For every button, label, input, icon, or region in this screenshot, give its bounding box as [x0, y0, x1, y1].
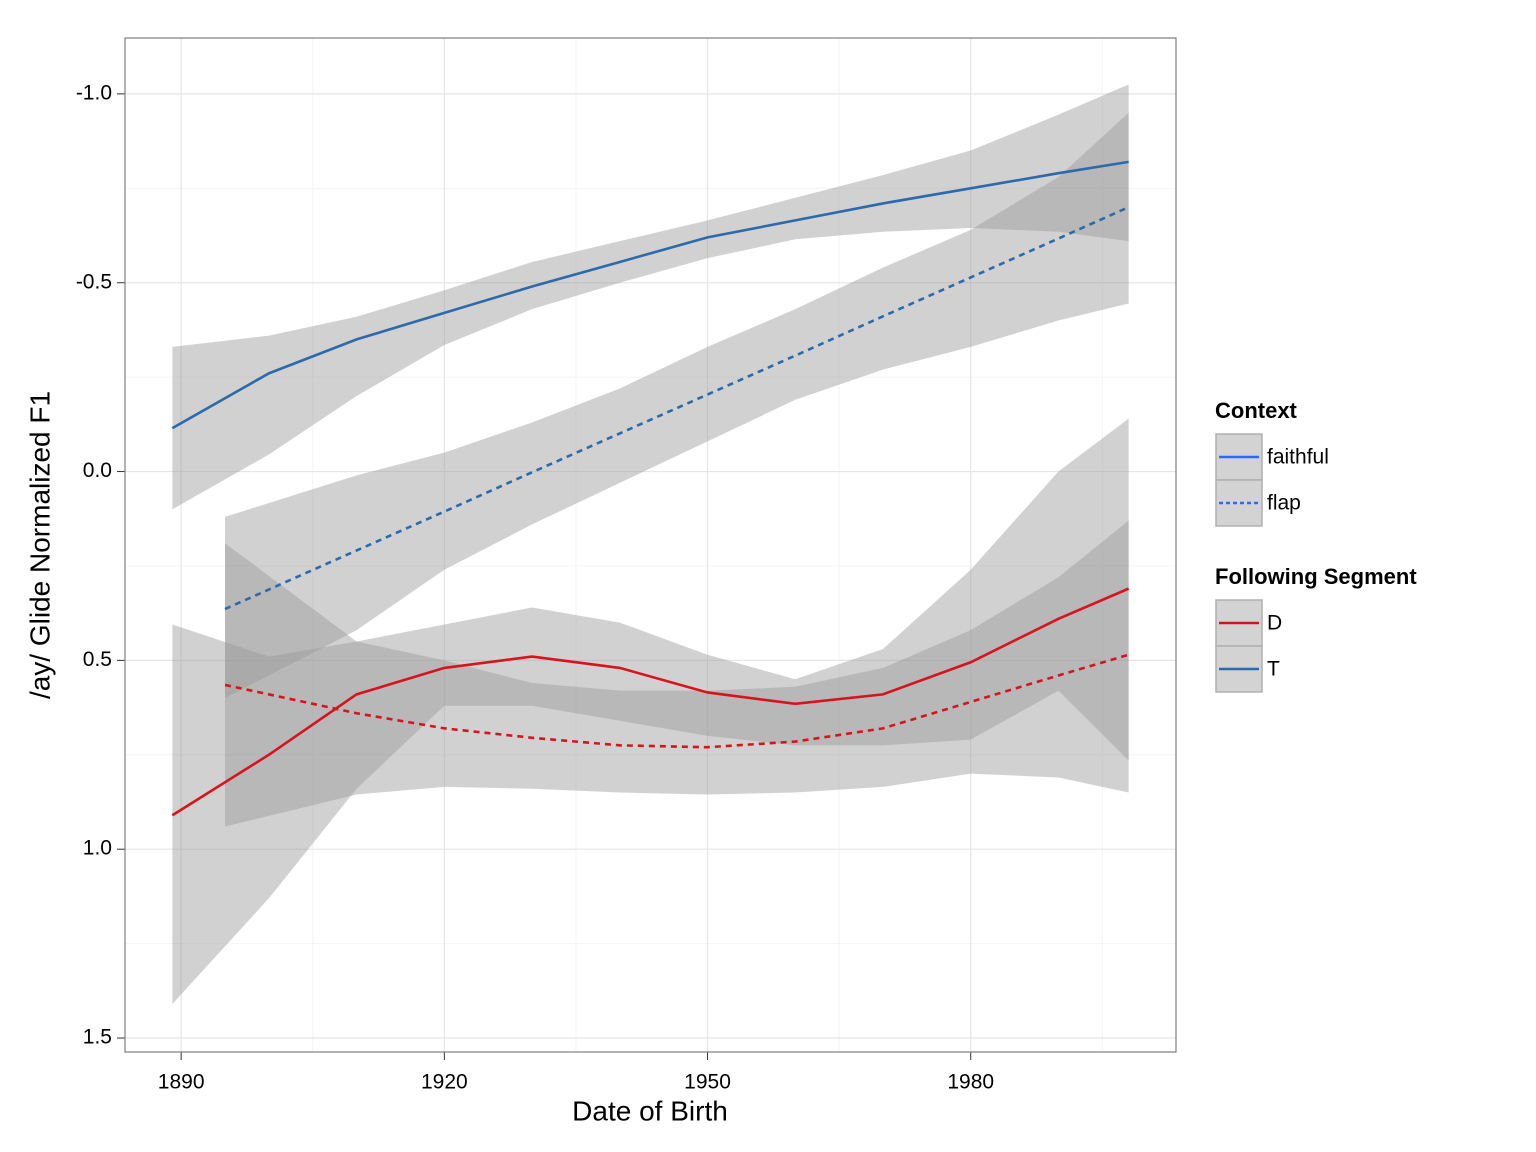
legend-title: Context [1215, 398, 1298, 423]
series-line [171, 160, 1129, 430]
y-axis-title: /ay/ Glide Normalized F1 [24, 391, 55, 699]
panel-border [124, 37, 1177, 1053]
series-line [224, 206, 1130, 611]
x-tick-label: 1890 [158, 1071, 205, 1094]
x-tick-label: 1950 [684, 1071, 731, 1094]
legend-label: D [1267, 612, 1282, 635]
y-tick-label: 1.0 [83, 837, 112, 860]
y-tick-label: 0.0 [83, 459, 112, 482]
confidence-band [172, 84, 1129, 510]
confidence-band [225, 520, 1129, 827]
confidence-band [225, 112, 1129, 699]
series-line [171, 587, 1130, 817]
x-axis-title: Date of Birth [572, 1095, 728, 1126]
legend-label: flap [1267, 492, 1301, 515]
y-tick-label: 0.5 [83, 648, 112, 671]
series-line [224, 653, 1129, 749]
x-tick-label: 1920 [421, 1071, 468, 1094]
legend-label: T [1267, 658, 1280, 681]
legend-label: faithful [1267, 446, 1329, 469]
y-tick-label: 1.5 [83, 1026, 112, 1049]
x-tick-label: 1980 [947, 1071, 994, 1094]
legend-title: Following Segment [1215, 564, 1417, 589]
confidence-band [172, 418, 1129, 1005]
y-tick-label: -0.5 [76, 270, 112, 293]
y-tick-label: -1.0 [76, 81, 112, 104]
